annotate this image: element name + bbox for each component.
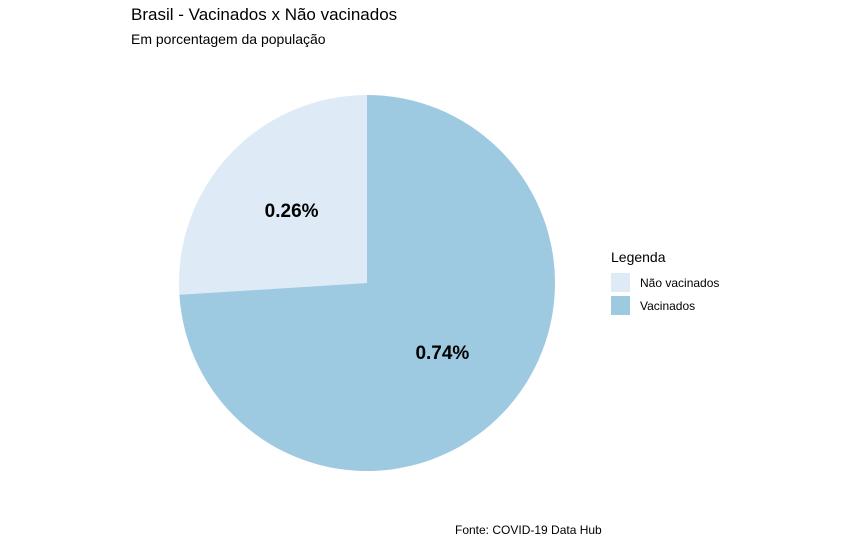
legend-title: Legenda xyxy=(611,249,666,265)
chart-title: Brasil - Vacinados x Não vacinados xyxy=(131,5,398,24)
chart-subtitle: Em porcentagem da população xyxy=(131,31,326,47)
chart-caption: Fonte: COVID-19 Data Hub xyxy=(455,523,602,537)
legend-swatch-nao-vacinados xyxy=(611,273,630,292)
legend-item-vacinados: Vacinados xyxy=(611,294,719,317)
legend-label-nao-vacinados: Não vacinados xyxy=(640,275,720,290)
legend-item-nao-vacinados: Não vacinados xyxy=(611,271,719,294)
slice-label-n-o-vacinados: 0.26% xyxy=(265,201,319,222)
pie-slices xyxy=(179,95,555,471)
legend: Legenda Não vacinados Vacinados xyxy=(611,249,719,317)
pie-slice-vacinados xyxy=(179,95,555,471)
pie-labels: 0.26% 0.74% xyxy=(265,201,470,364)
pie-slice-n-o-vacinados xyxy=(179,95,367,295)
legend-swatch-vacinados xyxy=(611,296,630,315)
slice-label-vacinados: 0.74% xyxy=(415,343,469,364)
legend-label-vacinados: Vacinados xyxy=(640,298,696,313)
